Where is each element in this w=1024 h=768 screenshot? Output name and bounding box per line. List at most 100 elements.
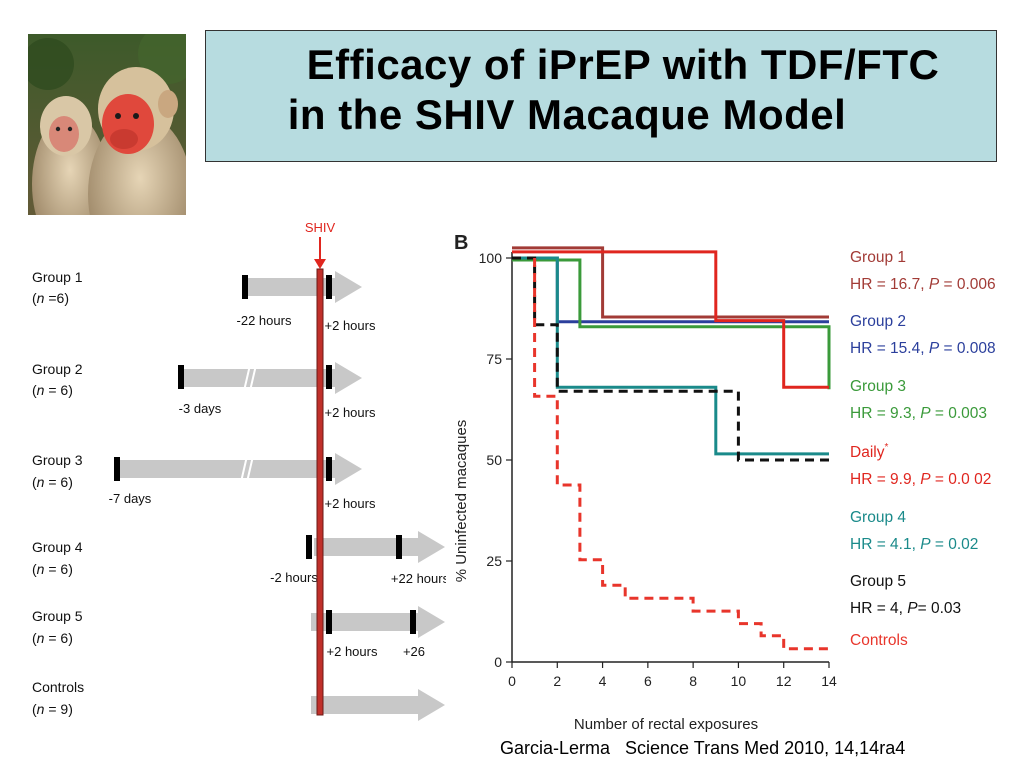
regimen-group-5: Group 5 (n = 6) +2 hours +26 xyxy=(32,606,445,659)
x-tick-label: 6 xyxy=(644,673,652,689)
dose-marker-pre xyxy=(178,365,184,389)
series-line-controls xyxy=(533,258,829,651)
dosing-bar xyxy=(311,696,418,714)
citation: Garcia-Lerma Science Trans Med 2010, 14,… xyxy=(500,738,906,758)
dosing-bar xyxy=(245,278,335,296)
series-line-group-4 xyxy=(512,256,829,456)
y-axis-title: % Uninfected macaques xyxy=(453,420,470,583)
legend-superscript: * xyxy=(884,442,888,453)
dosing-bar-arrowhead xyxy=(418,606,445,638)
axis-break xyxy=(240,455,248,483)
dose-marker-pre xyxy=(242,275,248,299)
regimen-group-n: (n = 9) xyxy=(32,701,73,717)
dose-label-pre: -7 days xyxy=(109,491,152,506)
series-line-group-1 xyxy=(512,246,829,319)
dose-label-post: +2 hours xyxy=(325,405,376,420)
dose-marker-pre xyxy=(114,457,120,481)
dosing-bar-arrowhead xyxy=(418,531,445,563)
legend-name: Group 2 xyxy=(850,313,906,330)
dose-marker-post xyxy=(326,275,332,299)
regimen-svg: SHIV Group 1 (n =6) -22 hours +2 hours G… xyxy=(32,220,450,721)
dose-label-post: +22 hours xyxy=(391,571,450,586)
dose-marker-pre xyxy=(326,610,332,634)
legend-stat: HR = 9.3, P = 0.003 xyxy=(850,405,987,422)
regimen-group-name: Controls xyxy=(32,679,84,695)
title-line-1: Efficacy of iPrEP with TDF/FTC xyxy=(306,41,940,88)
dose-marker-post xyxy=(326,365,332,389)
dose-marker-post xyxy=(410,610,416,634)
legend-name: Group 1 xyxy=(850,249,906,266)
series-line-group-5 xyxy=(512,256,829,462)
dosing-bar xyxy=(184,369,335,387)
legend-stat: HR = 4.1, P = 0.02 xyxy=(850,536,978,553)
dose-marker-post xyxy=(326,457,332,481)
dosing-bar-arrowhead xyxy=(335,362,362,394)
regimen-group-4: Group 4 (n = 6) -2 hours +22 hours xyxy=(32,531,450,586)
x-tick-label: 8 xyxy=(689,673,697,689)
regimen-group-2: Group 2 (n = 6) -3 days +2 hours xyxy=(32,361,376,420)
x-tick-label: 4 xyxy=(599,673,607,689)
title-line-2: in the SHIV Macaque Model xyxy=(287,91,847,138)
regimen-group-n: (n =6) xyxy=(32,290,69,306)
legend-name: Daily* xyxy=(850,442,888,461)
regimen-group-3: Group 3 (n = 6) -7 days +2 hours xyxy=(32,452,376,511)
regimen-group-n: (n = 6) xyxy=(32,474,73,490)
dosing-bar-arrowhead xyxy=(418,689,445,721)
regimen-group-name: Group 2 xyxy=(32,361,83,377)
legend-name: Controls xyxy=(850,632,908,649)
x-tick-label: 2 xyxy=(553,673,561,689)
regimen-group-name: Group 1 xyxy=(32,269,83,285)
regimen-group-n: (n = 6) xyxy=(32,630,73,646)
regimen-group-n: (n = 6) xyxy=(32,561,73,577)
legend-stat: HR = 4, P= 0.03 xyxy=(850,600,961,617)
dose-label-pre: -2 hours xyxy=(270,570,318,585)
dose-label-pre: -3 days xyxy=(179,401,222,416)
y-tick-label: 75 xyxy=(486,351,502,367)
y-tick-label: 100 xyxy=(479,250,503,266)
dose-marker-post xyxy=(396,535,402,559)
survival-chart: B 0 25 50 75 100 0 2 4 6 8 10 12 14 Group 1 HR = 16.7… xyxy=(446,225,998,737)
x-tick-label: 14 xyxy=(821,673,837,689)
dose-label-post: +2 hours xyxy=(325,318,376,333)
dosing-bar xyxy=(118,460,335,478)
regimen-controls: Controls (n = 9) xyxy=(32,679,445,721)
shiv-arrow-head xyxy=(314,259,326,269)
x-tick-label: 10 xyxy=(731,673,747,689)
dose-label-pre: -22 hours xyxy=(237,313,292,328)
dose-label-post: +26 xyxy=(403,644,425,659)
axis-break xyxy=(246,455,254,483)
series-line-group-3 xyxy=(512,258,831,390)
x-axis-title: Number of rectal exposures xyxy=(574,716,758,733)
title-box: Efficacy of iPrEP with TDF/FTC in the SH… xyxy=(205,30,997,162)
legend-name: Group 3 xyxy=(850,378,906,395)
series-line-group-2 xyxy=(512,256,829,324)
y-tick-label: 0 xyxy=(494,654,502,670)
regimen-group-name: Group 3 xyxy=(32,452,83,468)
chart-svg: B 0 25 50 75 100 0 2 4 6 8 10 12 14 Group 1 HR = 16.7… xyxy=(453,232,996,733)
x-tick-label: 12 xyxy=(776,673,792,689)
dosing-regimen-diagram: SHIV Group 1 (n =6) -22 hours +2 hours G… xyxy=(24,215,450,735)
shiv-challenge-line xyxy=(316,268,324,716)
legend-name: Group 4 xyxy=(850,509,906,526)
shiv-label: SHIV xyxy=(305,220,336,235)
dose-marker-pre xyxy=(306,535,312,559)
dosing-bar-arrowhead xyxy=(335,453,362,485)
panel-label: B xyxy=(454,232,468,254)
regimen-group-n: (n = 6) xyxy=(32,382,73,398)
dosing-bar xyxy=(311,613,418,631)
regimen-group-1: Group 1 (n =6) -22 hours +2 hours xyxy=(32,269,376,333)
legend-stat: HR = 16.7, P = 0.006 xyxy=(850,276,996,293)
y-tick-label: 50 xyxy=(486,452,502,468)
regimen-group-name: Group 5 xyxy=(32,608,83,624)
y-tick-label: 25 xyxy=(486,553,502,569)
dose-label-post: +2 hours xyxy=(325,496,376,511)
series-line-daily xyxy=(512,250,829,389)
dose-label-pre: +2 hours xyxy=(327,644,378,659)
dosing-bar-arrowhead xyxy=(335,271,362,303)
legend-stat: HR = 9.9, P = 0.0 02 xyxy=(850,471,991,488)
regimen-group-name: Group 4 xyxy=(32,539,83,555)
axis-break xyxy=(249,364,257,392)
legend-name: Group 5 xyxy=(850,573,906,590)
dosing-bar xyxy=(314,538,418,556)
axis-break xyxy=(243,364,251,392)
